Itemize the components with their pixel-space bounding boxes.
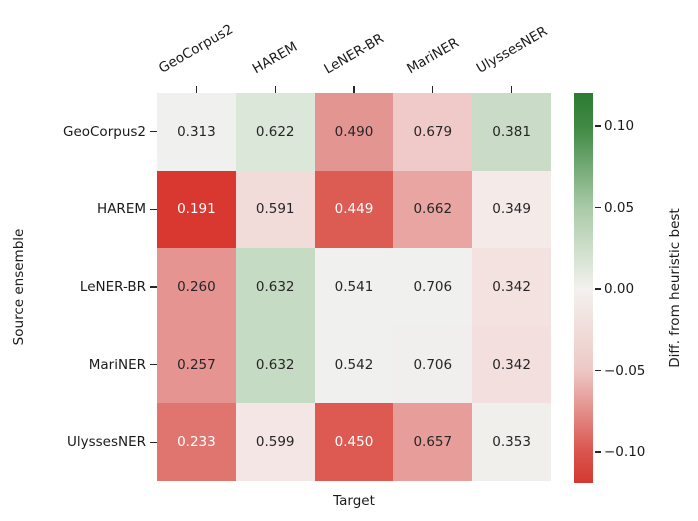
colorbar-tick-mark: [595, 206, 601, 209]
x-tick-label: UlyssesNER: [473, 23, 550, 77]
y-axis-label: Source ensemble: [11, 228, 27, 346]
heatmap-cell: 0.257: [157, 325, 236, 404]
x-tick-mark: [510, 86, 513, 93]
x-tick-mark: [353, 86, 355, 93]
heatmap-cell: 0.662: [393, 170, 473, 249]
colorbar: [574, 93, 593, 483]
colorbar-tick-label: −0.05: [604, 362, 646, 379]
heatmap-cell: 0.599: [235, 403, 315, 481]
y-tick-mark: [150, 441, 157, 443]
y-tick-label: HAREM: [97, 201, 146, 218]
x-tick-label: HAREM: [249, 38, 301, 77]
y-tick-label: MariNER: [88, 356, 146, 373]
colorbar-tick-mark: [595, 288, 601, 290]
colorbar-label: Diff. from heuristic best: [667, 208, 683, 368]
x-tick-mark: [432, 86, 434, 93]
heatmap-cell: 0.313: [157, 93, 236, 171]
y-tick-mark: [150, 286, 157, 288]
y-tick-mark: [150, 131, 157, 133]
heatmap-cell: 0.679: [393, 93, 473, 171]
colorbar-tick-mark: [595, 451, 601, 453]
heatmap-cell: 0.450: [314, 403, 394, 481]
x-tick-mark: [195, 86, 198, 93]
heatmap-cell: 0.353: [472, 403, 551, 481]
colorbar-tick-mark: [595, 125, 601, 127]
heatmap-cell: 0.260: [157, 248, 236, 326]
heatmap-cell: 0.632: [235, 325, 315, 404]
heatmap-cell: 0.622: [235, 93, 315, 171]
y-tick-label: UlyssesNER: [66, 434, 146, 451]
colorbar-tick-label: 0.00: [604, 281, 635, 297]
heatmap-cell: 0.542: [314, 325, 394, 404]
y-tick-label: LeNER-BR: [79, 279, 146, 295]
y-tick-mark: [150, 208, 157, 211]
heatmap-cell: 0.233: [157, 403, 236, 481]
x-tick-label: LeNER-BR: [321, 30, 387, 77]
colorbar-tick-label: −0.10: [604, 444, 646, 460]
x-tick-label: MariNER: [404, 34, 462, 77]
heatmap-cell: 0.342: [472, 325, 551, 404]
x-tick-mark: [274, 86, 276, 93]
x-tick-label: GeoCorpus2: [156, 21, 237, 77]
heatmap-cell: 0.632: [235, 248, 315, 326]
heatmap-cell: 0.449: [314, 170, 394, 249]
x-axis-label: Target: [333, 493, 375, 509]
colorbar-tick-label: 0.10: [604, 118, 635, 134]
y-tick-mark: [150, 363, 157, 366]
heatmap-cell: 0.541: [314, 248, 394, 326]
heatmap-cell: 0.342: [472, 248, 551, 326]
heatmap-grid: 0.313 0.622 0.490 0.679 0.381 0.191 0.591 0.449…: [157, 93, 551, 481]
colorbar-tick-mark: [595, 369, 601, 372]
heatmap-cell: 0.349: [472, 170, 551, 249]
y-tick-label: GeoCorpus2: [62, 123, 146, 140]
heatmap-cell: 0.706: [393, 248, 473, 326]
heatmap-cell: 0.191: [157, 170, 236, 249]
heatmap-cell: 0.490: [314, 93, 394, 171]
heatmap-cell: 0.706: [393, 325, 473, 404]
heatmap-cell: 0.591: [235, 170, 315, 249]
colorbar-tick-label: 0.05: [604, 199, 635, 216]
heatmap-cell: 0.381: [472, 93, 551, 171]
heatmap-cell: 0.657: [393, 403, 473, 481]
